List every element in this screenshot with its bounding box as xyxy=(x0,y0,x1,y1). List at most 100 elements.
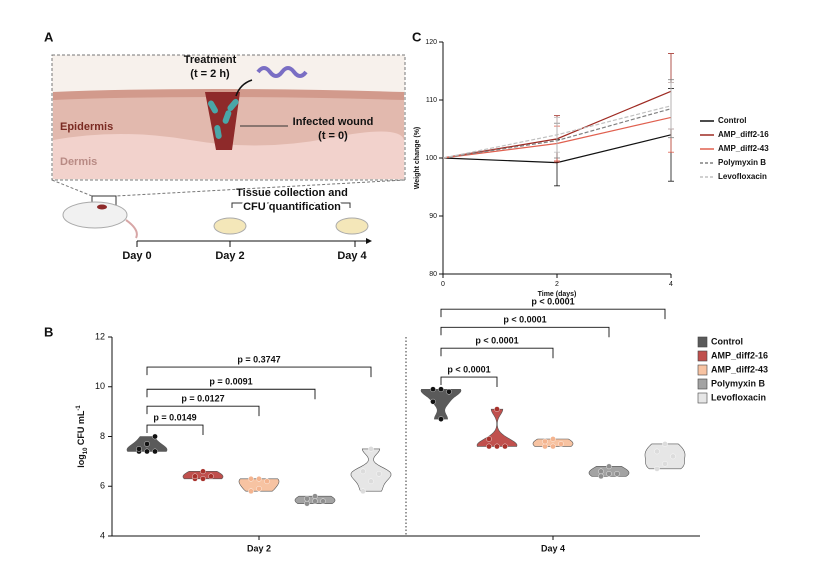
x-axis-label: Time (days) xyxy=(538,291,577,298)
data-point xyxy=(614,471,620,477)
x-tick-label: Day 4 xyxy=(541,543,565,553)
error-bar xyxy=(554,117,560,153)
data-point xyxy=(152,433,158,440)
data-point xyxy=(144,448,150,455)
y-axis-label: log10 CFU mL-1 xyxy=(76,405,89,468)
p-value: p = 0.0127 xyxy=(181,394,224,404)
data-point xyxy=(200,475,206,482)
y-tick-label: 8 xyxy=(100,431,105,441)
x-tick-label: 4 xyxy=(669,281,673,288)
day-label: Day 0 xyxy=(122,250,151,262)
data-point xyxy=(248,488,254,495)
y-tick-label: 100 xyxy=(425,155,437,162)
label: Treatment xyxy=(184,54,237,66)
data-point xyxy=(208,473,214,480)
y-tick-label: 6 xyxy=(100,481,105,491)
dish xyxy=(213,217,247,235)
significance-bracket xyxy=(146,366,372,378)
legend-label: AMP_diff2-43 xyxy=(718,144,769,153)
y-axis-label-part: log xyxy=(76,454,86,468)
data-point xyxy=(136,446,142,452)
legend-label: AMP_diff2-43 xyxy=(711,364,768,374)
arrow xyxy=(235,79,253,97)
legend-label: AMP_diff2-16 xyxy=(711,350,768,360)
legend-label: Polymyxin B xyxy=(711,378,766,388)
y-axis-label: Weight change (%) xyxy=(414,127,421,189)
legend-swatch xyxy=(697,378,708,390)
error-bar xyxy=(668,82,674,130)
data-point xyxy=(144,441,150,447)
y-tick-label: 80 xyxy=(429,271,437,278)
data-point xyxy=(312,498,318,504)
y-tick-label: 120 xyxy=(425,39,437,46)
data-point xyxy=(264,478,270,485)
violin xyxy=(476,408,518,447)
significance-bracket xyxy=(440,326,610,338)
data-point xyxy=(192,473,198,480)
data-point xyxy=(654,466,660,472)
legend-swatch xyxy=(697,350,708,362)
y-axis-label-part: 10 xyxy=(83,447,89,454)
label: Infected wound xyxy=(293,116,374,128)
data-point xyxy=(256,485,262,492)
bracket xyxy=(231,202,351,208)
bacteria xyxy=(208,98,239,139)
data-point xyxy=(606,471,612,477)
p-value: p = 0.3747 xyxy=(237,354,280,364)
x-tick-label: Day 2 xyxy=(247,543,271,553)
panel-letter: A xyxy=(44,29,54,44)
data-point xyxy=(670,453,676,460)
data-point xyxy=(662,441,668,447)
violin xyxy=(420,388,462,420)
legend-swatch xyxy=(697,336,708,348)
data-point xyxy=(550,443,556,450)
data-point xyxy=(200,468,206,475)
significance-bracket xyxy=(440,347,554,359)
legend-swatch xyxy=(697,364,708,376)
data-point xyxy=(152,448,158,455)
dish xyxy=(335,217,369,235)
y-axis-label-part: -1 xyxy=(76,405,82,411)
data-point xyxy=(430,386,436,393)
panel-a: A Treatment (t = 2 h) Epidermis Dermis I… xyxy=(44,29,406,262)
data-point xyxy=(304,495,310,502)
p-value: p < 0.0001 xyxy=(503,315,546,325)
data-point xyxy=(542,438,548,445)
y-tick-label: 4 xyxy=(100,530,105,540)
data-point xyxy=(368,446,374,452)
label: (t = 2 h) xyxy=(190,68,230,80)
data-point xyxy=(360,488,366,495)
panel-letter: B xyxy=(44,324,53,339)
data-point xyxy=(446,388,452,395)
p-value: p < 0.0001 xyxy=(531,297,574,307)
mouse xyxy=(62,201,128,229)
data-point xyxy=(430,398,436,405)
data-point xyxy=(494,443,500,450)
p-value: p = 0.0091 xyxy=(209,377,252,387)
dermis-layer xyxy=(53,131,404,179)
data-point xyxy=(438,386,444,393)
data-point xyxy=(486,436,492,442)
legend-label: AMP_diff2-16 xyxy=(718,130,769,139)
data-point xyxy=(662,461,668,467)
data-point xyxy=(598,468,604,475)
x-tick-label: 2 xyxy=(555,281,559,288)
y-axis-label-part: CFU mL xyxy=(76,410,86,448)
y-tick-label: 10 xyxy=(95,381,105,391)
significance-bracket xyxy=(146,424,204,436)
x-tick-label: 0 xyxy=(441,281,445,288)
data-point xyxy=(558,441,564,447)
violin xyxy=(350,448,392,492)
significance-bracket xyxy=(440,376,498,388)
legend-label: Control xyxy=(718,116,746,125)
data-point xyxy=(304,500,310,507)
data-point xyxy=(256,475,262,482)
panel-letter: C xyxy=(412,29,422,44)
legend-label: Levofloxacin xyxy=(718,172,767,181)
peptide xyxy=(256,66,308,78)
data-point xyxy=(438,416,444,422)
legend-label: Control xyxy=(711,336,743,346)
data-point xyxy=(368,478,374,485)
data-point xyxy=(494,406,500,412)
